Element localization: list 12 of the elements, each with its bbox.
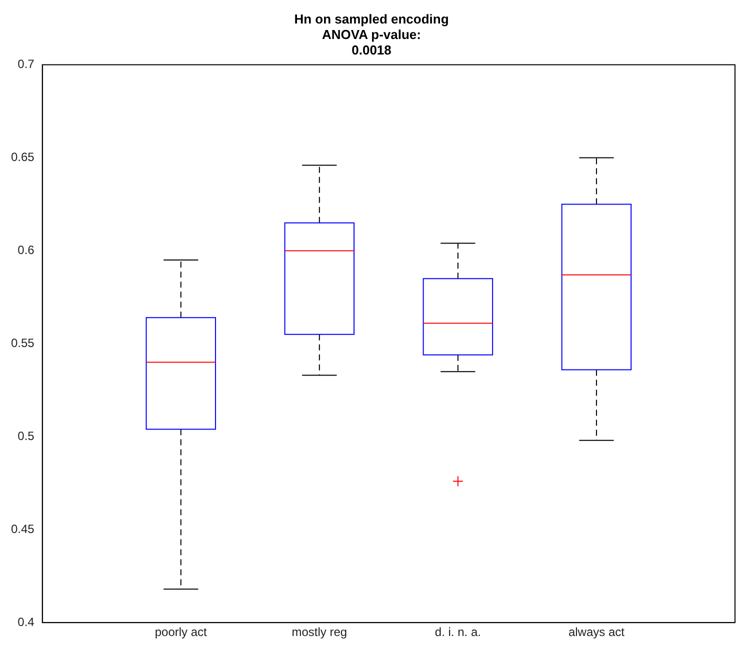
x-tick-label: poorly act [154,625,208,640]
y-tick-label: 0.4 [18,614,35,629]
y-tick-label: 0.65 [10,150,35,164]
y-tick-label: 0.7 [18,57,35,72]
x-tick-label: d. i. n. a. [434,625,481,640]
y-tick-label: 0.5 [18,428,35,443]
x-tick-label: mostly reg [292,625,348,640]
y-tick-label: 0.6 [18,243,35,258]
y-tick-label: 0.55 [10,336,35,350]
y-tick-label: 0.45 [10,522,35,536]
chart-title: Hn on sampled encoding ANOVA p-value: 0.0018 [294,11,449,58]
x-tick-label: always act [568,625,626,640]
